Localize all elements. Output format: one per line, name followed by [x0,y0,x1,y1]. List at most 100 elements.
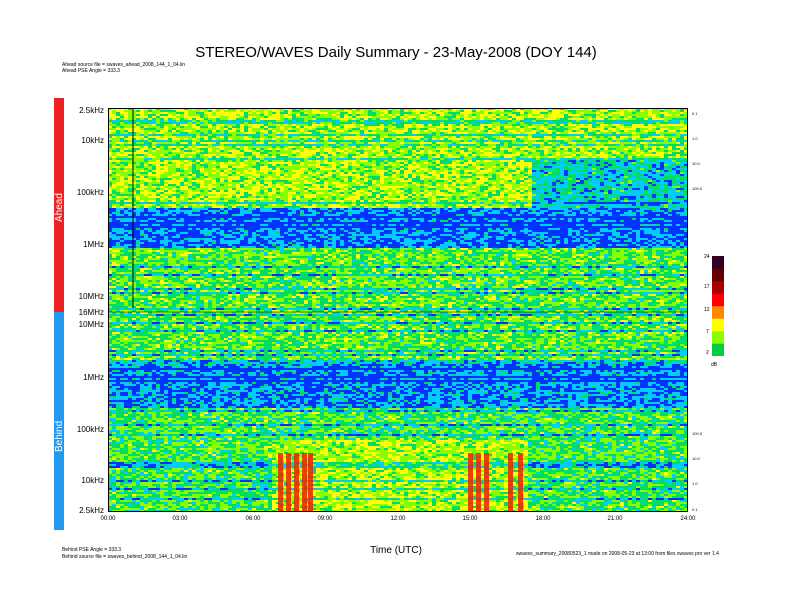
spectrogram-cell [396,156,400,158]
spectrogram-cell [200,114,204,116]
spectrogram-cell [324,110,328,112]
spectrogram-cell [432,114,436,116]
spectrogram-cell [560,146,564,148]
spectrogram-cell [348,136,352,138]
spectrogram-cell [480,134,484,136]
spectrogram-cell [524,148,528,150]
spectrogram-cell [116,144,120,146]
spectrogram-cell [188,120,192,122]
spectrogram-cell [196,128,200,130]
spectrogram-cell [324,120,328,122]
spectrogram-cell [664,110,668,112]
spectrogram-cell [176,176,180,178]
spectrogram-cell [492,118,496,120]
spectrogram-cell [664,112,668,114]
spectrogram-cell [652,168,656,170]
spectrogram-cell [488,152,492,154]
spectrogram-cell [248,152,252,154]
spectrogram-cell [544,138,548,140]
spectrogram-cell [596,162,600,164]
spectrogram-cell [176,152,180,154]
spectrogram-cell [516,170,520,172]
spectrogram-cell [620,164,624,166]
spectrogram-cell [312,160,316,162]
spectrogram-cell [548,162,552,164]
spectrogram-cell [256,162,260,164]
spectrogram-cell [564,160,568,162]
spectrogram-cell [404,110,408,112]
spectrogram-cell [188,112,192,114]
spectrogram-cell [452,164,456,166]
spectrogram-cell [584,132,588,134]
spectrogram-cell [284,142,288,144]
spectrogram-cell [364,142,368,144]
spectrogram-cell [256,114,260,116]
spectrogram-cell [152,126,156,128]
spectrogram-cell [660,158,664,160]
spectrogram-cell [564,154,568,156]
spectrogram-cell [532,116,536,118]
spectrogram-cell [608,124,612,126]
spectrogram-cell [144,130,148,132]
spectrogram-cell [488,148,492,150]
spectrogram-cell [464,168,468,170]
spectrogram-cell [528,112,532,114]
spectrogram-cell [632,144,636,146]
spectrogram-cell [460,146,464,148]
spectrogram-cell [164,116,168,118]
spectrogram-cell [504,114,508,116]
spectrogram-cell [276,116,280,118]
spectrogram-cell [388,164,392,166]
spectrogram-cell [312,128,316,130]
spectrogram-cell [252,174,256,176]
spectrogram-cell [428,174,432,176]
spectrogram-cell [684,152,688,154]
spectrogram-cell [392,146,396,148]
spectrogram-cell [548,140,552,142]
spectrogram-cell [580,124,584,126]
spectrogram-cell [668,172,672,174]
spectrogram-cell [372,174,376,176]
spectrogram-cell [192,158,196,160]
spectrogram-cell [576,170,580,172]
spectrogram-cell [148,120,152,122]
spectrogram-cell [424,142,428,144]
spectrogram-cell [340,174,344,176]
spectrogram-cell [516,122,520,124]
spectrogram-cell [268,124,272,126]
spectrogram-cell [484,170,488,172]
spectrogram-cell [248,144,252,146]
spectrogram-cell [408,118,412,120]
spectrogram-cell [312,124,316,126]
spectrogram-cell [620,148,624,150]
spectrogram-cell [360,144,364,146]
spectrogram-cell [144,122,148,124]
spectrogram-cell [276,172,280,174]
spectrogram-cell [420,118,424,120]
spectrogram-cell [552,126,556,128]
spectrogram-cell [296,170,300,172]
spectrogram-cell [364,170,368,172]
spectrogram-cell [296,148,300,150]
spectrogram-cell [600,130,604,132]
spectrogram-cell [184,112,188,114]
spectrogram-cell [360,174,364,176]
spectrogram-cell [236,166,240,168]
spectrogram-cell [172,140,176,142]
spectrogram-cell [344,116,348,118]
spectrogram-cell [672,148,676,150]
spectrogram-cell [212,156,216,158]
spectrogram-cell [400,174,404,176]
spectrogram-cell [232,160,236,162]
spectrogram-cell [372,158,376,160]
spectrogram-cell [548,156,552,158]
spectrogram-cell [360,156,364,158]
spectrogram-cell [264,140,268,142]
spectrogram-cell [232,114,236,116]
spectrogram-cell [184,158,188,160]
spectrogram-cell [260,136,264,138]
spectrogram-cell [476,148,480,150]
spectrogram-cell [492,154,496,156]
spectrogram-cell [432,152,436,154]
spectrogram-cell [300,112,304,114]
